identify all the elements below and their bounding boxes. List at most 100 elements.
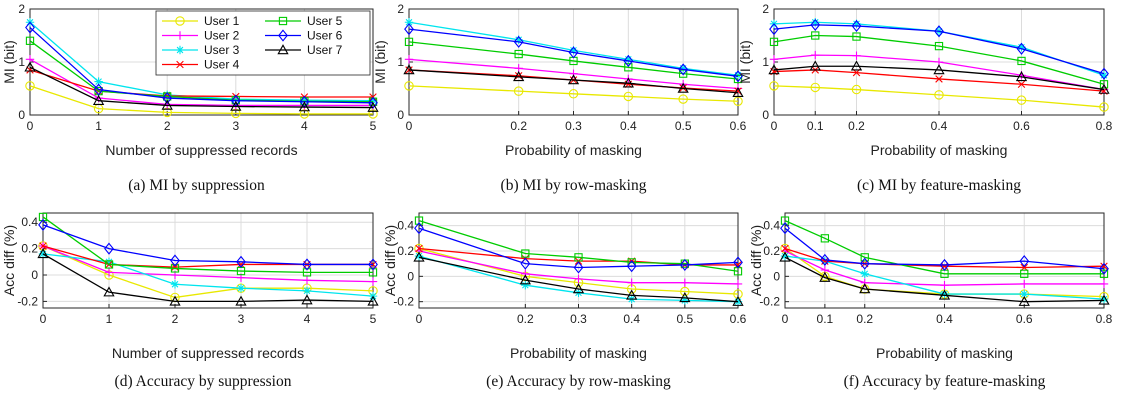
data-point <box>37 248 49 259</box>
series-line <box>29 85 373 115</box>
data-point <box>780 222 790 235</box>
data-point <box>811 18 820 27</box>
legend-marker <box>278 29 288 42</box>
x-tick-label: 0.6 <box>730 119 747 133</box>
y-axis-label: MI (bit) <box>372 40 388 84</box>
panel-caption: (d) Accuracy by suppression <box>115 373 292 390</box>
data-point <box>368 277 378 286</box>
data-point <box>568 46 579 59</box>
data-point <box>25 21 35 34</box>
series-user-7 <box>779 251 1110 306</box>
data-point <box>934 25 944 38</box>
series-user-5 <box>780 216 1109 278</box>
chart-panel-3: 0 0.1 0.2 0.4 0.6 0.8 0 1 2 Probability of maskin… <box>737 2 1113 194</box>
data-point <box>300 95 309 105</box>
data-point <box>25 81 35 91</box>
chart-panel-1: 0 1 2 3 4 5 0 1 2 Number of suppressed records MI … <box>1 2 379 194</box>
y-tick-label: 1 <box>762 55 769 69</box>
series-line <box>418 250 739 285</box>
y-tick-label: 2 <box>762 2 769 16</box>
data-point <box>940 281 949 290</box>
series-user-6 <box>404 23 743 83</box>
data-point <box>368 109 378 119</box>
data-point <box>569 46 578 55</box>
series-user-2 <box>414 246 743 289</box>
data-point <box>733 70 743 83</box>
data-point <box>413 251 425 262</box>
series-user-1 <box>404 81 743 106</box>
data-point <box>768 64 780 75</box>
data-point <box>514 35 523 44</box>
data-point <box>781 244 789 253</box>
y-tick-label: 2 <box>397 2 404 16</box>
x-tick-label: 0.8 <box>1096 119 1113 133</box>
legend-marker <box>176 60 184 69</box>
series-user-6 <box>769 18 1109 80</box>
data-point <box>302 268 312 277</box>
y-tick-label: 1 <box>18 55 25 69</box>
data-point <box>940 289 949 299</box>
data-point <box>1099 80 1109 89</box>
y-tick-label: 0.2 <box>763 244 780 258</box>
y-tick-label: 0 <box>18 108 25 122</box>
panel-caption: (f) Accuracy by feature-masking <box>844 373 1046 390</box>
data-point <box>38 212 48 222</box>
x-tick-label: 0.6 <box>1013 119 1030 133</box>
data-point <box>933 64 945 75</box>
legend-label: User 3 <box>204 43 240 57</box>
x-tick-label: 0.2 <box>848 119 865 133</box>
data-point <box>850 60 863 71</box>
data-point <box>161 99 173 110</box>
x-tick-label: 3 <box>232 119 239 133</box>
data-point <box>1015 71 1028 82</box>
series-user-7 <box>403 64 744 97</box>
data-point <box>779 251 791 262</box>
data-point <box>230 100 242 111</box>
data-point <box>677 82 689 93</box>
data-point <box>520 257 531 270</box>
data-point <box>623 91 634 102</box>
data-point <box>809 60 821 71</box>
y-tick-label: 0 <box>31 268 38 282</box>
series-user-1 <box>769 81 1109 112</box>
data-point <box>1016 95 1027 105</box>
plot-area <box>42 212 374 309</box>
x-tick-label: 0.1 <box>807 119 824 133</box>
x-tick-label: 0.6 <box>1016 312 1033 326</box>
series-line <box>408 58 739 90</box>
data-point <box>93 83 104 96</box>
data-point <box>819 253 830 266</box>
panel-caption: (a) MI by suppression <box>128 177 265 194</box>
series-line <box>773 85 1105 108</box>
x-tick-label: 0 <box>40 312 47 326</box>
legend-label: User 4 <box>204 58 240 72</box>
data-point <box>24 61 36 72</box>
data-point <box>302 276 312 285</box>
data-point <box>414 251 424 261</box>
series-user-7 <box>24 61 379 112</box>
data-point <box>298 101 311 112</box>
data-point <box>104 260 114 269</box>
data-point <box>514 49 523 59</box>
data-point <box>859 283 871 294</box>
series-line <box>408 21 739 76</box>
data-point <box>624 63 633 72</box>
legend-marker <box>175 45 185 55</box>
data-point <box>574 253 583 262</box>
legend-label: User 7 <box>307 43 343 57</box>
data-point <box>1019 255 1030 268</box>
series-line <box>773 24 1105 75</box>
panel-caption: (e) Accuracy by row-masking <box>486 373 671 390</box>
data-point <box>568 89 579 99</box>
y-tick-label: 0 <box>773 269 780 283</box>
series-line <box>29 66 374 109</box>
data-point <box>368 96 378 109</box>
y-tick-label: 2 <box>18 2 25 16</box>
data-point <box>820 234 830 243</box>
x-tick-label: 0.3 <box>570 312 587 326</box>
x-tick-label: 5 <box>370 312 377 326</box>
data-point <box>626 289 638 300</box>
y-tick-label: 1 <box>397 55 404 69</box>
x-tick-label: 0.4 <box>620 119 637 133</box>
